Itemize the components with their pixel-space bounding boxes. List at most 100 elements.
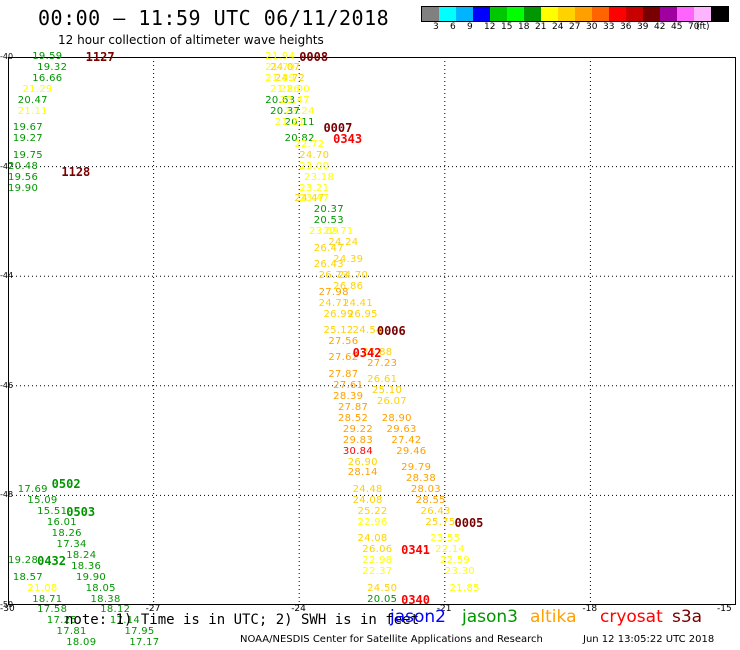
longitude-label: -24 — [291, 604, 306, 614]
latitude-label: -44 — [0, 271, 14, 281]
wave-height-value: 24.50 — [367, 582, 398, 594]
wave-height-value: 23.24 — [284, 105, 315, 117]
legend-label: 70 — [688, 22, 700, 32]
satellite-legend-item: cryosat — [600, 607, 663, 627]
longitude-label: -21 — [436, 604, 452, 614]
map-frame — [8, 57, 736, 605]
wave-height-value: 24.70 — [299, 149, 330, 161]
wave-height-value: 29.79 — [401, 462, 432, 473]
wave-height-value: 17.69 — [17, 483, 48, 495]
wave-height-value: 26.06 — [362, 544, 393, 556]
legend-label: 30 — [586, 22, 598, 32]
legend-label: 6 — [450, 22, 456, 32]
legend-label: 36 — [620, 22, 632, 32]
legend-swatch — [422, 7, 439, 21]
legend-label: 33 — [603, 22, 615, 32]
wave-height-value: 19.56 — [8, 171, 39, 183]
pass-time-label: 1128 — [61, 165, 91, 180]
legend-label: 45 — [671, 22, 683, 32]
legend-swatch — [660, 7, 677, 21]
wave-height-value: 24.08 — [352, 494, 383, 506]
wave-height-value: 17.14 — [109, 615, 141, 627]
wave-height-value: 17.81 — [56, 626, 87, 638]
legend-label: 12 — [484, 22, 496, 32]
wave-height-value: 26.07 — [376, 396, 407, 408]
longitude-label: -15 — [717, 604, 732, 614]
latitude-label: -42 — [0, 161, 14, 171]
wave-height-value: 20.63 — [265, 94, 296, 106]
pass-time-label: 0006 — [376, 324, 406, 338]
legend-swatch — [609, 7, 626, 21]
pass-time-label: 0341 — [401, 543, 431, 558]
wave-height-value: 19.59 — [32, 51, 63, 62]
wave-height-value: 20.05 — [367, 593, 398, 605]
wave-height-value: 24.47 — [294, 193, 325, 205]
wave-height-value: 18.71 — [32, 593, 63, 605]
satellite-legend-item: jason3 — [462, 607, 518, 627]
pass-time-label: 0005 — [454, 515, 484, 530]
legend-swatch — [626, 7, 643, 21]
wave-height-value: 24.07 — [270, 61, 301, 73]
wave-height-value: 21.89 — [265, 72, 296, 84]
latitude-label: -48 — [0, 490, 14, 500]
wave-height-value: 26.61 — [367, 374, 398, 386]
longitude-label: -27 — [145, 604, 161, 614]
wave-height-value: 26.95 — [347, 308, 378, 320]
wave-height-value: 28.14 — [347, 467, 378, 479]
wave-height-value: 20.11 — [284, 116, 315, 128]
wave-height-value: 27.87 — [338, 401, 369, 413]
wave-height-value: 26.47 — [313, 242, 344, 254]
wave-height-value: 26.90 — [347, 456, 378, 468]
legend-swatch — [456, 7, 473, 21]
wave-height-value: 19.27 — [12, 133, 43, 145]
wave-height-value: 26.99 — [323, 308, 354, 320]
wave-height-value: 20.37 — [313, 204, 344, 216]
wave-height-value: 22.37 — [362, 566, 393, 578]
legend-swatch — [490, 7, 507, 21]
legend-label: (ft) — [696, 22, 710, 32]
footer-note: note: 1) Time is in UTC; 2) SWH is in fe… — [65, 612, 420, 628]
wave-height-value: 24.41 — [342, 297, 374, 309]
pass-time-label: 0342 — [352, 345, 382, 360]
wave-height-value: 28.52 — [338, 412, 369, 424]
wave-height-value: 24.39 — [333, 253, 364, 265]
legend-label: 24 — [552, 22, 564, 32]
footer-timestamp: Jun 12 13:05:22 UTC 2018 — [583, 634, 715, 645]
legend-swatch — [575, 7, 592, 21]
pass-time-label: 0340 — [401, 592, 431, 607]
wave-height-value: 18.57 — [12, 571, 43, 583]
wave-height-value: 28.03 — [410, 483, 441, 495]
wave-height-value: 16.01 — [46, 516, 77, 528]
wave-height-value: 19.67 — [12, 122, 43, 134]
legend-label: 21 — [535, 22, 547, 32]
wave-height-value: 21.94 — [265, 51, 296, 62]
wave-height-value: 30.84 — [342, 445, 374, 457]
wave-height-value: 29.63 — [386, 423, 417, 435]
wave-height-value: 21.08 — [27, 582, 58, 594]
wave-height-value: 22.00 — [279, 83, 310, 95]
wave-height-value: 26.86 — [333, 281, 364, 293]
pass-time-label: 0007 — [323, 121, 353, 136]
wave-height-value: 25.10 — [372, 385, 403, 397]
wave-height-value: 17.95 — [124, 626, 155, 638]
wave-height-value: 23.21 — [299, 182, 330, 194]
wave-height-value: 19.75 — [12, 149, 43, 161]
legend-swatch — [507, 7, 524, 21]
wave-height-value: 18.38 — [90, 593, 121, 605]
wave-height-value: 26.73 — [318, 270, 349, 282]
wave-height-value: 24.54 — [352, 325, 383, 336]
wave-height-value: 20.37 — [270, 105, 301, 117]
wave-height-value: 23.00 — [299, 160, 330, 172]
pass-time-label: 0502 — [51, 477, 81, 492]
longitude-label: -30 — [0, 604, 15, 614]
wave-height-value: 18.36 — [71, 560, 102, 572]
wave-height-value: 27.61 — [333, 379, 364, 391]
pass-time-label: 0503 — [66, 504, 96, 519]
wave-height-value: 24.48 — [352, 483, 383, 495]
wave-height-value: 22.14 — [435, 544, 466, 556]
satellite-legend-item: jason2 — [390, 607, 446, 627]
legend-label: 9 — [467, 22, 473, 32]
wave-height-value: 25.75 — [425, 516, 456, 528]
wave-height-value: 23.55 — [430, 533, 461, 545]
legend-swatch — [677, 7, 694, 21]
